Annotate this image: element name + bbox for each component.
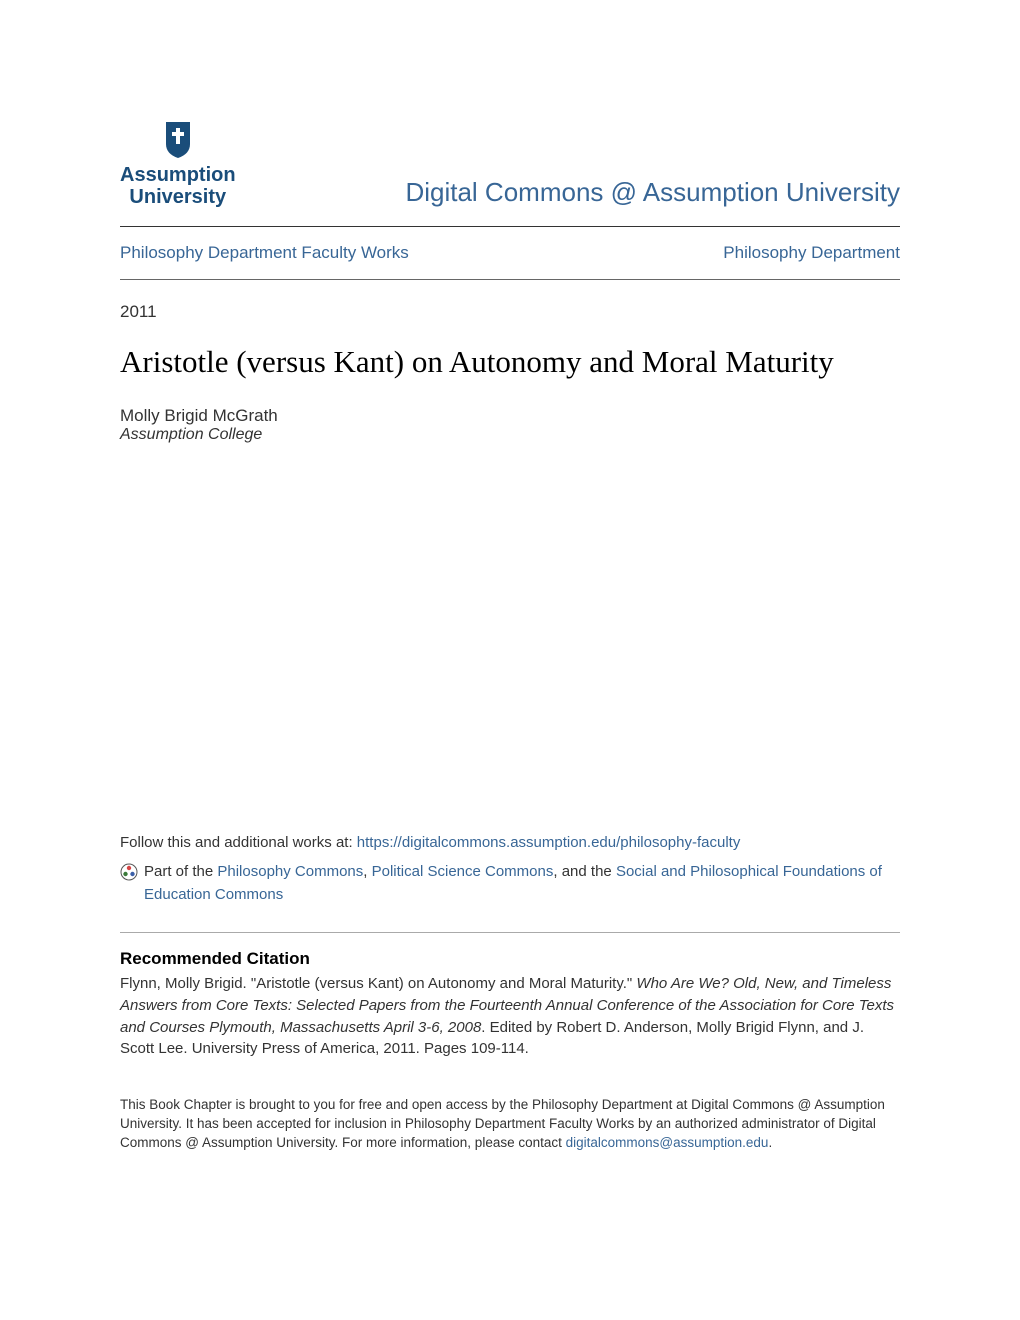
logo-block[interactable]: Assumption University bbox=[120, 120, 236, 208]
part-of-prefix: Part of the bbox=[144, 863, 217, 880]
divider bbox=[120, 932, 900, 933]
footer-suffix: . bbox=[768, 1135, 772, 1150]
breadcrumb-department-link[interactable]: Philosophy Department bbox=[723, 243, 900, 263]
logo-line2: University bbox=[120, 186, 236, 208]
citation-text: Flynn, Molly Brigid. "Aristotle (versus … bbox=[120, 973, 900, 1060]
follow-prefix: Follow this and additional works at: bbox=[120, 834, 357, 851]
author-affiliation: Assumption College bbox=[120, 426, 900, 444]
spacer bbox=[120, 444, 900, 834]
sep1: , bbox=[363, 863, 371, 880]
follow-url-link[interactable]: https://digitalcommons.assumption.edu/ph… bbox=[357, 834, 741, 851]
sep2: , and the bbox=[553, 863, 616, 880]
site-name-link[interactable]: Digital Commons @ Assumption University bbox=[405, 177, 900, 208]
publication-year: 2011 bbox=[120, 302, 900, 322]
author-name: Molly Brigid McGrath bbox=[120, 406, 900, 426]
part-of-row: Part of the Philosophy Commons, Politica… bbox=[120, 861, 900, 906]
citation-pre: Flynn, Molly Brigid. "Aristotle (versus … bbox=[120, 975, 636, 992]
part-of-text: Part of the Philosophy Commons, Politica… bbox=[144, 861, 900, 906]
breadcrumb-row: Philosophy Department Faculty Works Phil… bbox=[120, 227, 900, 280]
logo-text: Assumption University bbox=[120, 164, 236, 208]
header-section: Assumption University Digital Commons @ … bbox=[120, 120, 900, 227]
commons-link-political-science[interactable]: Political Science Commons bbox=[372, 863, 554, 880]
footer-text: This Book Chapter is brought to you for … bbox=[120, 1096, 900, 1153]
follow-line: Follow this and additional works at: htt… bbox=[120, 834, 900, 851]
recommended-citation-heading: Recommended Citation bbox=[120, 949, 900, 969]
paper-title: Aristotle (versus Kant) on Autonomy and … bbox=[120, 344, 900, 380]
contact-email-link[interactable]: digitalcommons@assumption.edu bbox=[566, 1135, 769, 1150]
shield-icon bbox=[162, 120, 194, 160]
breadcrumb-collection-link[interactable]: Philosophy Department Faculty Works bbox=[120, 243, 409, 263]
commons-link-philosophy[interactable]: Philosophy Commons bbox=[217, 863, 363, 880]
network-icon[interactable] bbox=[120, 863, 138, 881]
logo-line1: Assumption bbox=[120, 164, 236, 186]
